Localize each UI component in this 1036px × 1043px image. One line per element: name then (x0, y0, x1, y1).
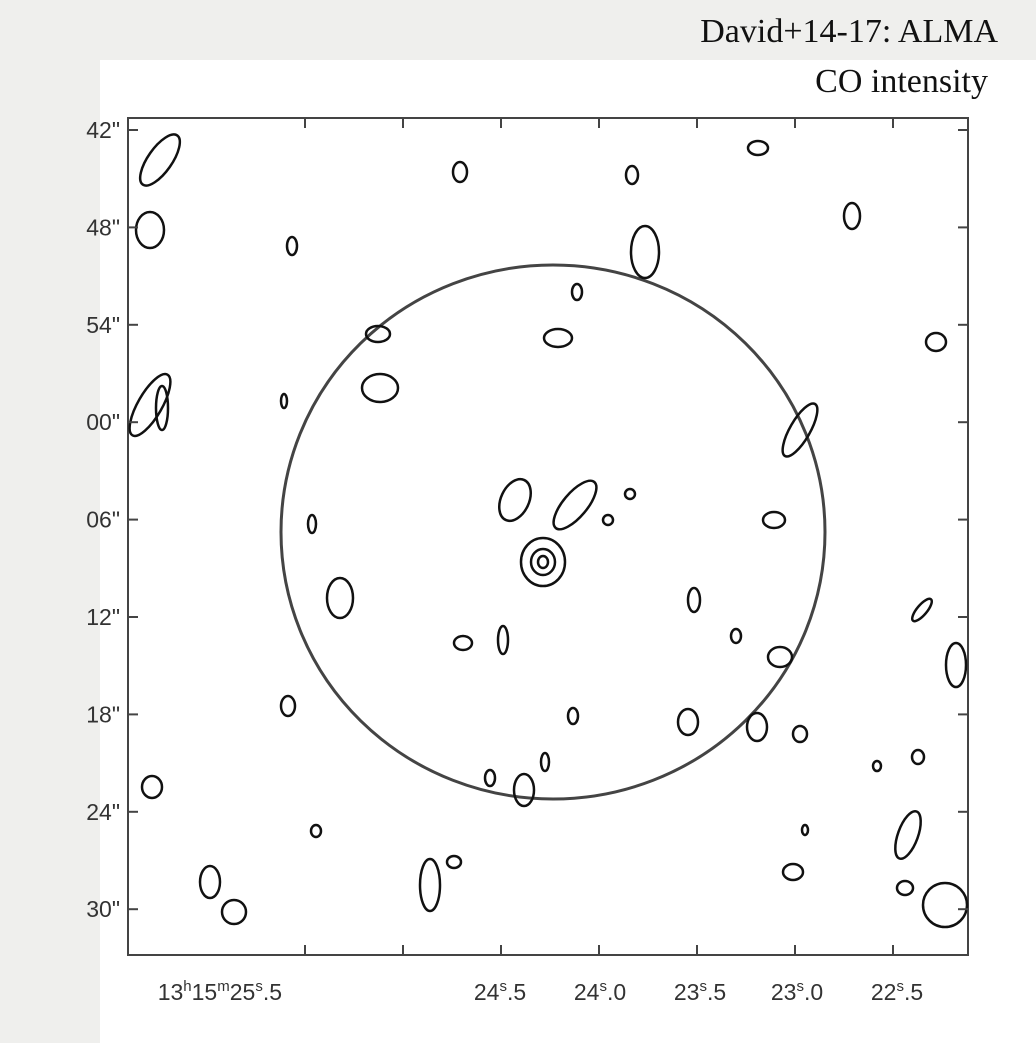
y-tick-label: 06" (86, 507, 120, 533)
label-part: .0 (607, 979, 626, 1005)
y-tick-label: 48" (86, 214, 120, 240)
superscript: s (599, 978, 607, 995)
superscript: s (896, 978, 904, 995)
superscript: s (499, 978, 507, 995)
label-part: 24 (574, 979, 600, 1005)
y-tick-label: 00" (86, 409, 120, 435)
superscript: s (796, 978, 804, 995)
caption-line: CO intensity (815, 63, 988, 100)
label-part: 22 (871, 979, 897, 1005)
superscript: m (217, 978, 230, 995)
y-tick-label: 12" (86, 604, 120, 630)
label-part: .5 (507, 979, 526, 1005)
label-part: .5 (904, 979, 923, 1005)
y-tick-label: 24" (86, 799, 120, 825)
superscript: s (699, 978, 707, 995)
label-part: 25 (230, 979, 256, 1005)
figure: David+14-17: ALMA CO intensity 42" 48" 54"… (0, 0, 1036, 1043)
y-tick-label: 54" (86, 312, 120, 338)
y-tick-label: 30" (86, 896, 120, 922)
label-part: .5 (263, 979, 282, 1005)
superscript: s (255, 978, 263, 995)
label-part: 13 (158, 979, 184, 1005)
label-part: 23 (674, 979, 700, 1005)
panel (100, 60, 1036, 1043)
page: {"caption": ["David+14-17: ALMA", "CO in… (0, 0, 1036, 1043)
y-tick-label: 42" (86, 117, 120, 143)
label-part: .0 (804, 979, 823, 1005)
label-part: 23 (771, 979, 797, 1005)
caption-line: David+14-17: ALMA (700, 13, 998, 50)
label-part: 15 (192, 979, 218, 1005)
label-part: 24 (474, 979, 500, 1005)
superscript: h (183, 978, 191, 995)
y-tick-label: 18" (86, 701, 120, 727)
label-part: .5 (707, 979, 726, 1005)
